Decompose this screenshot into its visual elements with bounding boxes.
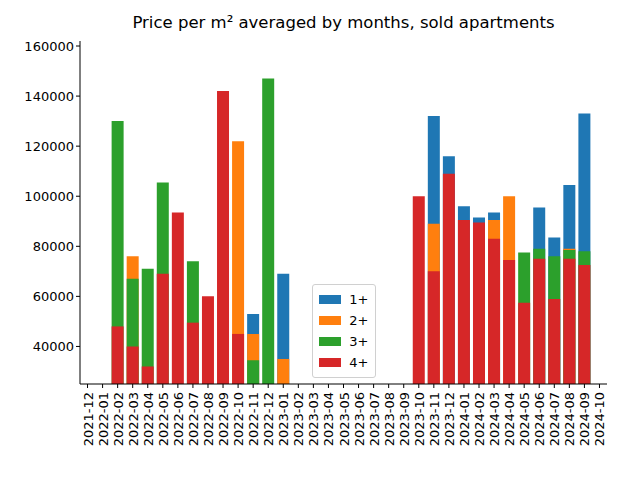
- svg-text:120000: 120000: [24, 139, 74, 154]
- svg-text:2023-05: 2023-05: [337, 392, 352, 446]
- svg-text:2022-12: 2022-12: [261, 392, 276, 446]
- svg-text:2023-09: 2023-09: [397, 392, 412, 446]
- svg-text:2023-10: 2023-10: [412, 392, 427, 446]
- svg-text:2022-04: 2022-04: [141, 392, 156, 446]
- svg-text:2023-04: 2023-04: [321, 392, 336, 446]
- svg-text:2024-08: 2024-08: [562, 392, 577, 446]
- svg-text:2023-06: 2023-06: [352, 392, 367, 446]
- svg-text:2021-12: 2021-12: [81, 392, 96, 446]
- svg-text:2023-08: 2023-08: [382, 392, 397, 446]
- html-text:Price per m² averaged by month: Price per m² averaged by months, sold ap…: [132, 13, 555, 32]
- svg-text:2022-06: 2022-06: [171, 392, 186, 446]
- svg-text:2023-11: 2023-11: [427, 392, 442, 446]
- svg-text:100000: 100000: [24, 189, 74, 204]
- svg-text:2022-11: 2022-11: [246, 392, 261, 446]
- svg-text:2024-02: 2024-02: [472, 392, 487, 446]
- svg-text:2023-03: 2023-03: [306, 392, 321, 446]
- svg-text:2022-05: 2022-05: [156, 392, 171, 446]
- svg-text:2024-03: 2024-03: [487, 392, 502, 446]
- svg-text:2024-09: 2024-09: [577, 392, 592, 446]
- svg-text:2024-04: 2024-04: [502, 392, 517, 446]
- svg-text:2024-01: 2024-01: [457, 392, 472, 446]
- svg-text:2023-12: 2023-12: [442, 392, 457, 446]
- html-text:4+: 4+: [349, 355, 369, 370]
- svg-text:2022-03: 2022-03: [126, 392, 141, 446]
- html-text:1+: 1+: [349, 292, 369, 307]
- html-text:2+: 2+: [349, 313, 369, 328]
- svg-text:2022-10: 2022-10: [231, 392, 246, 446]
- svg-text:2024-05: 2024-05: [517, 392, 532, 446]
- svg-text:2024-07: 2024-07: [547, 392, 562, 446]
- svg-text:2022-02: 2022-02: [111, 392, 126, 446]
- svg-text:140000: 140000: [24, 89, 74, 104]
- svg-text:2022-01: 2022-01: [96, 392, 111, 446]
- svg-text:2024-06: 2024-06: [532, 392, 547, 446]
- svg-text:2023-07: 2023-07: [367, 392, 382, 446]
- svg-text:2023-01: 2023-01: [276, 392, 291, 446]
- svg-text:40000: 40000: [33, 339, 74, 354]
- svg-text:60000: 60000: [33, 289, 74, 304]
- svg-text:160000: 160000: [24, 39, 74, 54]
- svg-text:2022-07: 2022-07: [186, 392, 201, 446]
- svg-text:80000: 80000: [33, 239, 74, 254]
- svg-text:2023-02: 2023-02: [291, 392, 306, 446]
- svg-text:2022-08: 2022-08: [201, 392, 216, 446]
- svg-text:2022-09: 2022-09: [216, 392, 231, 446]
- html-text:3+: 3+: [349, 334, 369, 349]
- svg-text:2024-10: 2024-10: [592, 392, 607, 446]
